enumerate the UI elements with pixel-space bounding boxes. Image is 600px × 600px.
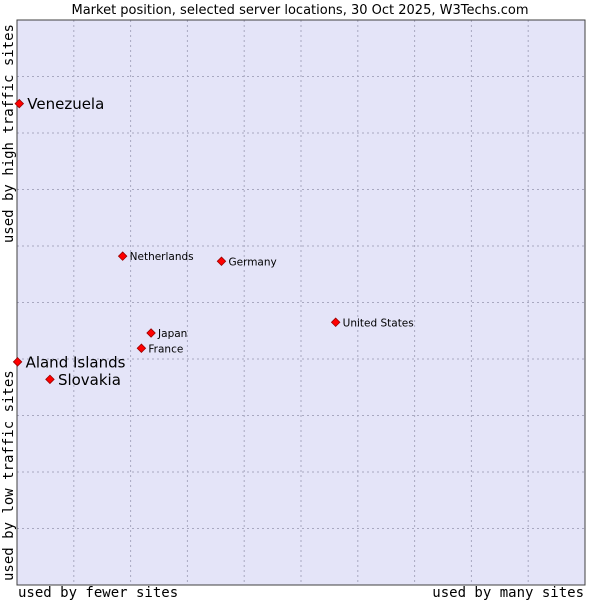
point-netherlands: Netherlands	[117, 251, 194, 263]
point-label: Netherlands	[130, 251, 194, 263]
point-united-states: United States	[330, 317, 414, 329]
x-axis-label-left: used by fewer sites	[18, 585, 178, 600]
point-marker	[146, 328, 156, 338]
point-label: Venezuela	[27, 95, 104, 113]
y-axis-label-bottom: used by low traffic sites	[1, 370, 17, 581]
y-axis-label-top: used by high traffic sites	[1, 24, 17, 243]
x-axis-label-right: used by many sites	[432, 585, 584, 600]
point-label: Japan	[157, 328, 187, 340]
point-slovakia: Slovakia	[45, 371, 121, 389]
point-germany: Germany	[216, 256, 277, 268]
point-marker	[216, 256, 227, 267]
chart-title: Market position, selected server locatio…	[71, 3, 528, 18]
point-france: France	[136, 343, 183, 355]
grid-lines	[17, 20, 585, 585]
point-label: Slovakia	[58, 371, 121, 389]
point-marker	[45, 374, 55, 385]
point-marker	[136, 343, 147, 354]
point-label: Aland Islands	[26, 353, 126, 371]
point-label: United States	[343, 317, 414, 329]
point-aland-islands: Aland Islands	[12, 353, 126, 371]
point-marker	[330, 317, 341, 328]
point-marker	[14, 98, 25, 109]
point-label: Germany	[228, 256, 276, 268]
point-japan: Japan	[146, 328, 187, 340]
data-points: Venezuela Netherlands Germany United States…	[12, 95, 414, 389]
point-marker	[12, 357, 23, 367]
plot-frame	[16, 19, 586, 586]
point-marker	[117, 251, 128, 261]
point-venezuela: Venezuela	[14, 95, 104, 113]
point-label: France	[148, 343, 183, 355]
